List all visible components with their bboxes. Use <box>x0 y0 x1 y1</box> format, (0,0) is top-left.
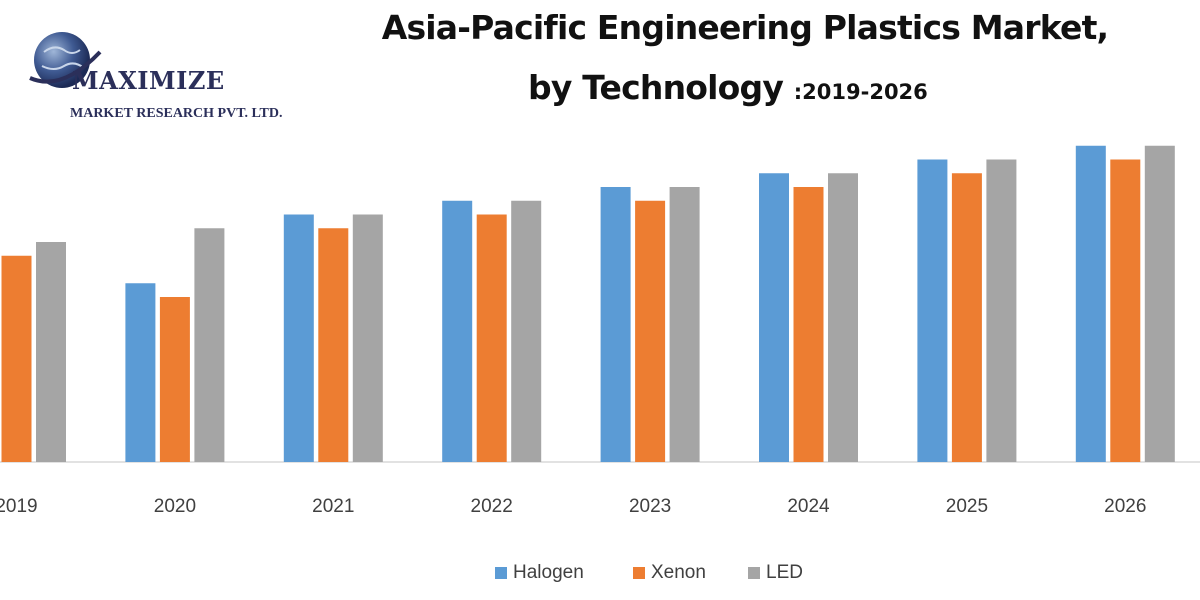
bar-led-2022 <box>511 200 542 462</box>
bar-halogen-2023 <box>600 187 631 462</box>
logo-tagline: MARKET RESEARCH PVT. LTD. <box>70 106 283 121</box>
bar-led-2025 <box>986 159 1017 462</box>
legend-label: Halogen <box>513 562 584 583</box>
x-tick-label: 2025 <box>946 496 988 517</box>
legend-label: LED <box>766 562 803 583</box>
bar-led-2020 <box>194 228 225 462</box>
company-logo: MAXIMIZE MARKET RESEARCH PVT. LTD. <box>8 22 328 127</box>
bar-xenon-2022 <box>476 214 507 462</box>
bar-halogen-2024 <box>759 173 789 462</box>
x-tick-label: 2022 <box>471 496 513 517</box>
bar-led-2024 <box>828 173 858 462</box>
bar-xenon-2026 <box>1110 159 1141 462</box>
bar-halogen-2026 <box>1075 145 1106 462</box>
legend-item-halogen: Halogen <box>495 562 584 584</box>
bar-halogen-2022 <box>442 200 473 462</box>
chart-title-line2: by Technology :2019-2026 <box>528 68 928 107</box>
x-tick-label: 2021 <box>312 496 354 517</box>
x-tick-label: 2023 <box>629 496 671 517</box>
bar-halogen-2025 <box>917 159 948 462</box>
bar-xenon-2023 <box>635 200 666 462</box>
legend-item-led: LED <box>748 562 803 584</box>
bar-led-2019 <box>36 242 66 462</box>
bar-led-2026 <box>1144 145 1175 462</box>
bar-xenon-2020 <box>159 297 190 462</box>
x-tick-label: 2024 <box>787 496 830 517</box>
legend-label: Xenon <box>651 562 706 583</box>
x-tick-label: 2026 <box>1104 496 1146 517</box>
bar-xenon-2019 <box>1 255 32 462</box>
bar-xenon-2024 <box>793 187 824 462</box>
bar-xenon-2025 <box>951 173 982 462</box>
chart-legend: Halogen Xenon LED <box>0 562 1200 592</box>
bar-led-2021 <box>352 214 383 462</box>
bar-halogen-2021 <box>283 214 314 462</box>
bar-xenon-2021 <box>318 228 349 462</box>
legend-item-xenon: Xenon <box>633 562 706 584</box>
x-tick-label: 2019 <box>0 496 38 517</box>
bar-halogen-2020 <box>125 283 156 462</box>
legend-swatch <box>748 567 760 579</box>
chart-title-line1: Asia-Pacific Engineering Plastics Market… <box>381 8 1109 47</box>
bar-led-2023 <box>669 187 700 462</box>
legend-swatch <box>495 567 507 579</box>
x-tick-label: 2020 <box>154 496 196 517</box>
legend-swatch <box>633 567 645 579</box>
globe-logo-icon <box>29 32 102 88</box>
chart-title-years: :2019-2026 <box>793 80 928 104</box>
logo-name: MAXIMIZE <box>72 66 225 95</box>
chart-title-text: by Technology <box>528 68 794 107</box>
